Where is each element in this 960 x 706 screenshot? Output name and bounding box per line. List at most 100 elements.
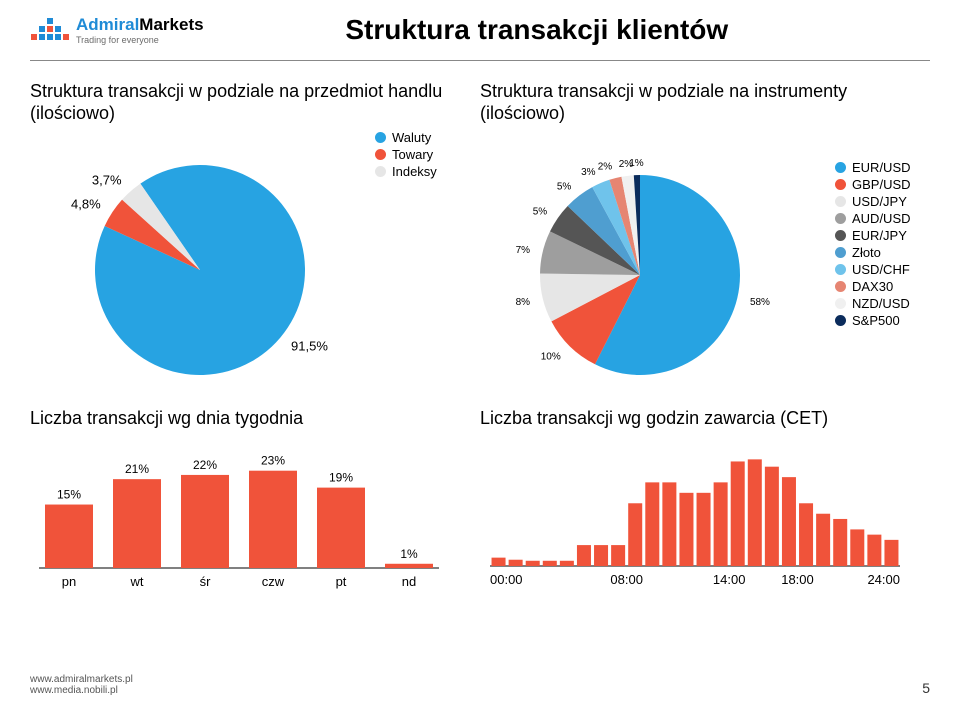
pie2-panel: Struktura transakcji w podziale na instr… xyxy=(480,81,930,390)
legend-label: GBP/USD xyxy=(852,177,911,192)
legend-item: AUD/USD xyxy=(835,211,911,226)
legend-dot xyxy=(835,247,846,258)
pie1-legend: Waluty Towary Indeksy xyxy=(375,130,437,179)
day-bar-label: 23% xyxy=(261,453,285,467)
legend-dot xyxy=(835,281,846,292)
logo-title: AdmiralMarkets xyxy=(76,16,204,33)
day-bar xyxy=(45,504,93,567)
legend-label: S&P500 xyxy=(852,313,900,328)
logo: AdmiralMarkets Trading for everyone xyxy=(30,12,204,48)
day-bar xyxy=(317,487,365,567)
footer-url2: www.media.nobili.pl xyxy=(30,685,133,696)
pie2-legend: EUR/USD GBP/USD USD/JPY AUD/USD EUR/JPY Złoto… xyxy=(835,160,911,328)
legend-dot xyxy=(375,132,386,143)
pie-callout: 4,8% xyxy=(71,197,101,212)
day-category: nd xyxy=(402,574,416,589)
legend-label: AUD/USD xyxy=(852,211,911,226)
hour-bar xyxy=(577,545,591,566)
bars-days-panel: Liczba transakcji wg dnia tygodnia 15%pn… xyxy=(30,408,480,606)
pie-callout: 8% xyxy=(516,297,531,308)
legend-label: EUR/JPY xyxy=(852,228,907,243)
footer-url1: www.admiralmarkets.pl xyxy=(30,674,133,685)
legend-item: Złoto xyxy=(835,245,911,260)
page-number: 5 xyxy=(922,680,930,696)
hour-bar xyxy=(611,545,625,566)
bars-days-chart: 15%pn21%wt22%śr23%czw19%pt1%nd xyxy=(30,436,460,606)
legend-item: USD/CHF xyxy=(835,262,911,277)
hour-bar xyxy=(645,482,659,566)
day-category: czw xyxy=(262,574,285,589)
hour-bar xyxy=(628,503,642,566)
legend-item: Indeksy xyxy=(375,164,437,179)
pie2-chart: 58%10%8%7%5%5%3%2%2%1% xyxy=(480,130,820,390)
divider xyxy=(30,60,930,61)
pie-callout: 10% xyxy=(541,352,561,363)
legend-item: Waluty xyxy=(375,130,437,145)
hour-bar xyxy=(765,466,779,565)
hour-bar xyxy=(782,477,796,566)
hour-bar xyxy=(833,519,847,566)
pie1-title: Struktura transakcji w podziale na przed… xyxy=(30,81,480,124)
legend-dot xyxy=(835,315,846,326)
pie1-chart: 91,5%4,8%3,7% xyxy=(30,130,360,390)
day-category: pt xyxy=(336,574,347,589)
pie-callout: 91,5% xyxy=(291,339,328,354)
legend-dot xyxy=(375,149,386,160)
pie-callout: 1% xyxy=(629,158,644,169)
legend-dot xyxy=(835,196,846,207)
hour-bar xyxy=(509,560,523,566)
hour-x-label: 14:00 xyxy=(713,572,746,587)
legend-label: Towary xyxy=(392,147,433,162)
pie-callout: 2% xyxy=(598,162,613,173)
hour-bar xyxy=(697,493,711,566)
day-bar-label: 1% xyxy=(400,547,418,561)
legend-label: DAX30 xyxy=(852,279,893,294)
bars-hours-chart: 00:00 08:00 14:00 18:00 24:00 xyxy=(480,436,920,606)
day-bar xyxy=(249,470,297,567)
legend-dot xyxy=(835,162,846,173)
hour-x-label: 18:00 xyxy=(781,572,814,587)
day-bar xyxy=(181,475,229,568)
hour-x-label: 24:00 xyxy=(867,572,900,587)
pie-callout: 3% xyxy=(581,167,596,178)
admiral-logo-icon xyxy=(30,12,70,48)
legend-dot xyxy=(835,298,846,309)
legend-item: EUR/USD xyxy=(835,160,911,175)
legend-label: USD/JPY xyxy=(852,194,907,209)
bars-hours-title: Liczba transakcji wg godzin zawarcia (CE… xyxy=(480,408,930,430)
legend-label: Indeksy xyxy=(392,164,437,179)
pie-callout: 7% xyxy=(516,245,531,256)
hour-bar xyxy=(850,529,864,566)
legend-dot xyxy=(835,264,846,275)
hour-x-label: 00:00 xyxy=(490,572,523,587)
bars-hours-panel: Liczba transakcji wg godzin zawarcia (CE… xyxy=(480,408,930,606)
hour-bar xyxy=(679,493,693,566)
legend-label: USD/CHF xyxy=(852,262,910,277)
legend-dot xyxy=(835,213,846,224)
day-bar-label: 19% xyxy=(329,470,353,484)
bars-days-title: Liczba transakcji wg dnia tygodnia xyxy=(30,408,480,430)
hour-bar xyxy=(884,540,898,566)
pie-callout: 5% xyxy=(557,181,572,192)
hour-x-label: 08:00 xyxy=(610,572,643,587)
legend-item: Towary xyxy=(375,147,437,162)
day-category: wt xyxy=(130,574,144,589)
hour-bar xyxy=(526,561,540,566)
hour-bar xyxy=(748,459,762,566)
hour-bar xyxy=(543,561,557,566)
day-category: pn xyxy=(62,574,76,589)
hour-bar xyxy=(714,482,728,566)
legend-item: DAX30 xyxy=(835,279,911,294)
hour-bar xyxy=(799,503,813,566)
footer: www.admiralmarkets.pl www.media.nobili.p… xyxy=(30,674,930,696)
day-bar-label: 22% xyxy=(193,458,217,472)
pie-callout: 58% xyxy=(750,297,770,308)
header: AdmiralMarkets Trading for everyone Stru… xyxy=(0,0,960,56)
pie-callout: 5% xyxy=(533,207,548,218)
legend-label: Złoto xyxy=(852,245,881,260)
legend-item: USD/JPY xyxy=(835,194,911,209)
day-bar-label: 21% xyxy=(125,462,149,476)
legend-label: NZD/USD xyxy=(852,296,910,311)
pie2-title: Struktura transakcji w podziale na instr… xyxy=(480,81,930,124)
legend-dot xyxy=(835,230,846,241)
